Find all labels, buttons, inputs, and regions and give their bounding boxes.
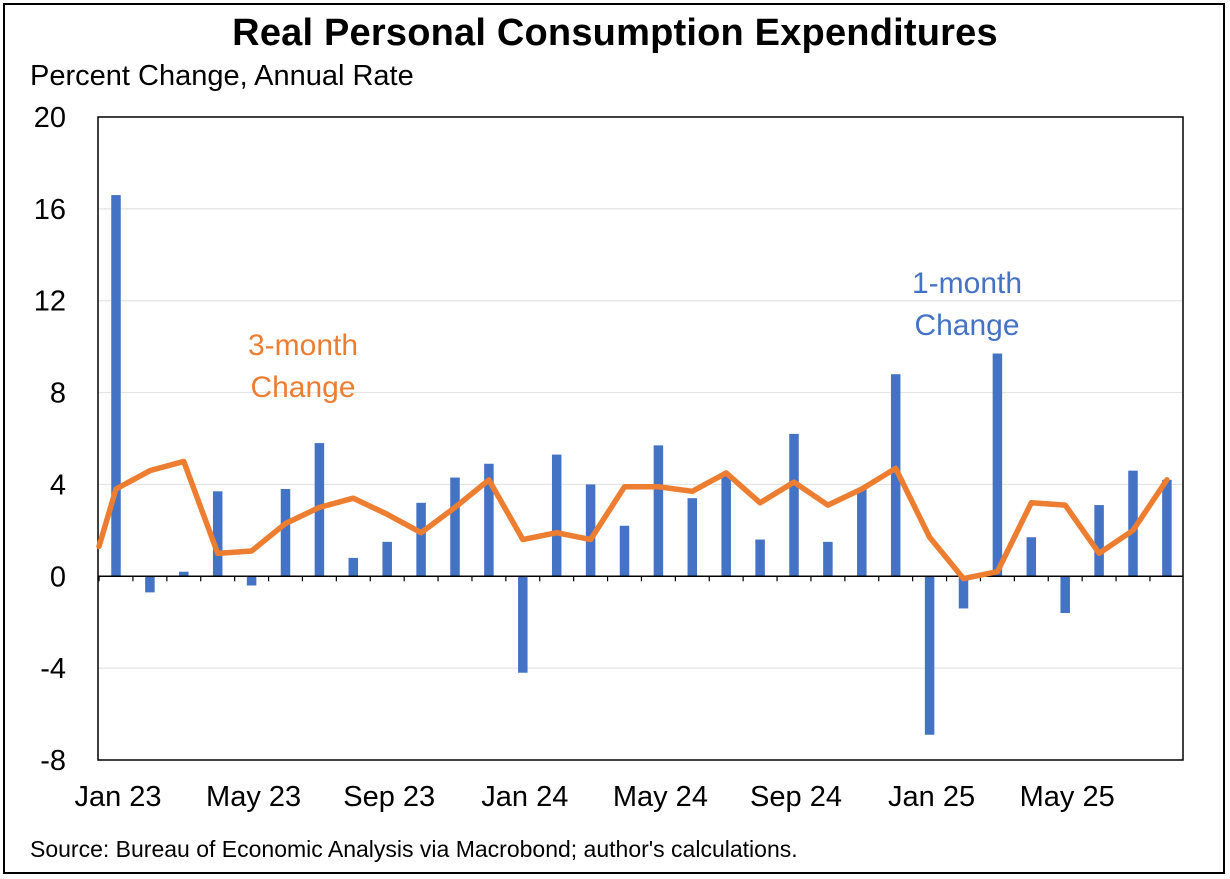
bar: [450, 477, 460, 577]
bar: [721, 475, 731, 577]
x-tick-label: Jan 23: [74, 781, 161, 813]
annotation-1-month: 1-month: [912, 267, 1022, 300]
x-tick-label: Sep 24: [750, 781, 842, 813]
y-tick-label: 0: [50, 561, 66, 593]
y-tick-label: -4: [40, 653, 66, 685]
y-tick-label: 8: [50, 378, 66, 410]
bar: [416, 502, 426, 577]
bar: [145, 576, 155, 593]
bar: [348, 557, 359, 577]
chart-subtitle: Percent Change, Annual Rate: [30, 60, 414, 92]
bar: [551, 454, 562, 577]
bar: [924, 576, 935, 735]
bar: [212, 491, 223, 577]
annotation-1-month: Change: [914, 309, 1019, 342]
y-tick-label: 4: [50, 469, 66, 501]
bar: [484, 463, 494, 577]
x-tick-label: May 25: [1020, 781, 1115, 813]
bar: [789, 433, 799, 577]
bar: [585, 484, 596, 577]
bar: [890, 374, 901, 577]
chart-source: Source: Bureau of Economic Analysis via …: [30, 836, 798, 862]
annotation-3-month: 3-month: [248, 329, 358, 362]
bar: [1094, 505, 1104, 577]
chart-frame: [3, 3, 1225, 874]
y-tick-label: -8: [40, 745, 66, 777]
bar: [111, 195, 121, 577]
bar: [992, 353, 1003, 577]
annotation-3-month: Change: [250, 371, 355, 404]
x-tick-label: May 24: [613, 781, 708, 813]
x-tick-label: Sep 23: [343, 781, 435, 813]
bar: [755, 539, 765, 577]
x-tick-label: Jan 24: [481, 781, 568, 813]
bar: [280, 489, 291, 577]
bar: [958, 576, 969, 609]
bar: [823, 541, 833, 577]
bar: [518, 576, 528, 673]
bar: [687, 498, 698, 577]
y-tick-label: 12: [34, 286, 66, 318]
bar: [653, 445, 664, 577]
x-tick-label: Jan 25: [888, 781, 975, 813]
bar: [1162, 479, 1172, 577]
y-tick-label: 20: [34, 102, 66, 134]
bar: [1128, 470, 1138, 577]
x-tick-label: May 23: [206, 781, 301, 813]
bar: [179, 571, 189, 577]
series-line-3-month: [96, 458, 1170, 582]
bar: [246, 576, 257, 586]
bar: [857, 489, 867, 577]
bar: [382, 541, 392, 577]
bar: [1060, 576, 1070, 614]
plot-border: [97, 116, 1184, 761]
bar: [1026, 537, 1037, 577]
chart-title: Real Personal Consumption Expenditures: [232, 12, 998, 54]
y-tick-label: 16: [34, 194, 66, 226]
bar: [619, 525, 630, 577]
